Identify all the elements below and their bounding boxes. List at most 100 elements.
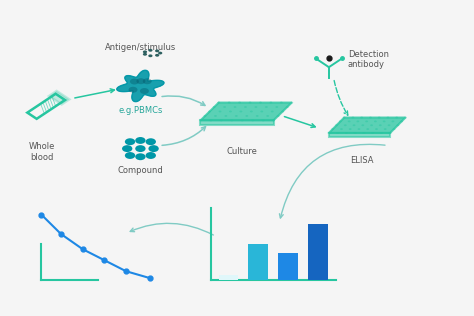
Circle shape bbox=[217, 102, 220, 104]
Circle shape bbox=[404, 117, 407, 118]
Circle shape bbox=[374, 120, 377, 122]
Circle shape bbox=[125, 152, 135, 159]
Circle shape bbox=[280, 102, 283, 104]
Circle shape bbox=[380, 132, 383, 134]
Text: Compound: Compound bbox=[118, 166, 163, 175]
Circle shape bbox=[343, 117, 346, 118]
Circle shape bbox=[369, 117, 372, 118]
Circle shape bbox=[130, 79, 139, 84]
Circle shape bbox=[128, 87, 137, 93]
Circle shape bbox=[235, 115, 238, 117]
Circle shape bbox=[383, 120, 385, 122]
Circle shape bbox=[354, 132, 356, 134]
Circle shape bbox=[137, 78, 146, 84]
Circle shape bbox=[230, 119, 233, 121]
Circle shape bbox=[262, 119, 264, 121]
Circle shape bbox=[125, 138, 135, 145]
Polygon shape bbox=[201, 103, 292, 120]
Polygon shape bbox=[117, 70, 164, 102]
Circle shape bbox=[148, 145, 159, 152]
Circle shape bbox=[220, 119, 223, 121]
Circle shape bbox=[122, 145, 132, 152]
Bar bbox=[308, 224, 328, 280]
Circle shape bbox=[238, 102, 241, 104]
Circle shape bbox=[400, 120, 403, 122]
Circle shape bbox=[239, 111, 242, 112]
FancyArrowPatch shape bbox=[334, 81, 348, 115]
Circle shape bbox=[249, 102, 251, 104]
Circle shape bbox=[208, 111, 211, 112]
Circle shape bbox=[363, 132, 365, 134]
Circle shape bbox=[155, 54, 159, 57]
Circle shape bbox=[260, 111, 263, 112]
Polygon shape bbox=[329, 133, 390, 137]
Circle shape bbox=[140, 88, 149, 94]
Circle shape bbox=[389, 132, 392, 134]
Circle shape bbox=[210, 119, 212, 121]
Circle shape bbox=[339, 120, 342, 122]
Circle shape bbox=[349, 128, 352, 130]
Circle shape bbox=[250, 111, 253, 112]
Circle shape bbox=[148, 49, 153, 52]
Circle shape bbox=[158, 52, 162, 54]
Circle shape bbox=[228, 102, 230, 104]
Circle shape bbox=[384, 128, 387, 130]
Circle shape bbox=[146, 152, 156, 159]
Circle shape bbox=[392, 128, 395, 130]
Circle shape bbox=[395, 117, 398, 118]
Circle shape bbox=[135, 137, 146, 144]
Circle shape bbox=[214, 115, 217, 117]
Circle shape bbox=[340, 128, 343, 130]
Circle shape bbox=[246, 115, 248, 117]
Circle shape bbox=[371, 132, 374, 134]
Circle shape bbox=[396, 124, 399, 126]
Text: Whole
blood: Whole blood bbox=[28, 142, 55, 162]
Circle shape bbox=[386, 117, 389, 118]
Circle shape bbox=[146, 138, 156, 145]
Circle shape bbox=[143, 51, 147, 53]
Circle shape bbox=[331, 128, 334, 130]
Text: Antigen/stimulus: Antigen/stimulus bbox=[105, 43, 176, 52]
Circle shape bbox=[357, 128, 360, 130]
Circle shape bbox=[265, 106, 268, 108]
Circle shape bbox=[204, 115, 207, 117]
Circle shape bbox=[219, 111, 221, 112]
Circle shape bbox=[271, 111, 273, 112]
FancyArrowPatch shape bbox=[130, 223, 213, 235]
FancyArrowPatch shape bbox=[280, 144, 385, 218]
Circle shape bbox=[277, 115, 280, 117]
Circle shape bbox=[352, 117, 355, 118]
Bar bbox=[248, 244, 268, 280]
Text: Culture: Culture bbox=[226, 147, 257, 156]
Circle shape bbox=[213, 106, 216, 108]
Circle shape bbox=[344, 124, 346, 126]
Circle shape bbox=[335, 124, 338, 126]
Circle shape bbox=[291, 102, 293, 104]
Circle shape bbox=[286, 106, 289, 108]
Circle shape bbox=[356, 120, 359, 122]
Circle shape bbox=[348, 120, 351, 122]
Circle shape bbox=[392, 120, 394, 122]
Circle shape bbox=[378, 117, 381, 118]
Circle shape bbox=[251, 119, 254, 121]
Circle shape bbox=[148, 54, 153, 57]
FancyArrowPatch shape bbox=[162, 127, 206, 145]
Circle shape bbox=[365, 120, 368, 122]
Circle shape bbox=[241, 119, 244, 121]
Text: Detection
antibody: Detection antibody bbox=[348, 50, 389, 69]
Circle shape bbox=[270, 102, 273, 104]
Circle shape bbox=[370, 124, 373, 126]
Circle shape bbox=[155, 50, 159, 52]
Circle shape bbox=[366, 128, 369, 130]
Text: ELISA: ELISA bbox=[350, 156, 374, 166]
Bar bbox=[278, 252, 298, 280]
Circle shape bbox=[379, 124, 382, 126]
Polygon shape bbox=[329, 118, 405, 133]
Circle shape bbox=[199, 119, 202, 121]
Circle shape bbox=[234, 106, 237, 108]
FancyArrowPatch shape bbox=[162, 96, 205, 106]
Circle shape bbox=[143, 53, 147, 56]
Polygon shape bbox=[49, 91, 69, 104]
Circle shape bbox=[345, 132, 348, 134]
Circle shape bbox=[244, 106, 247, 108]
